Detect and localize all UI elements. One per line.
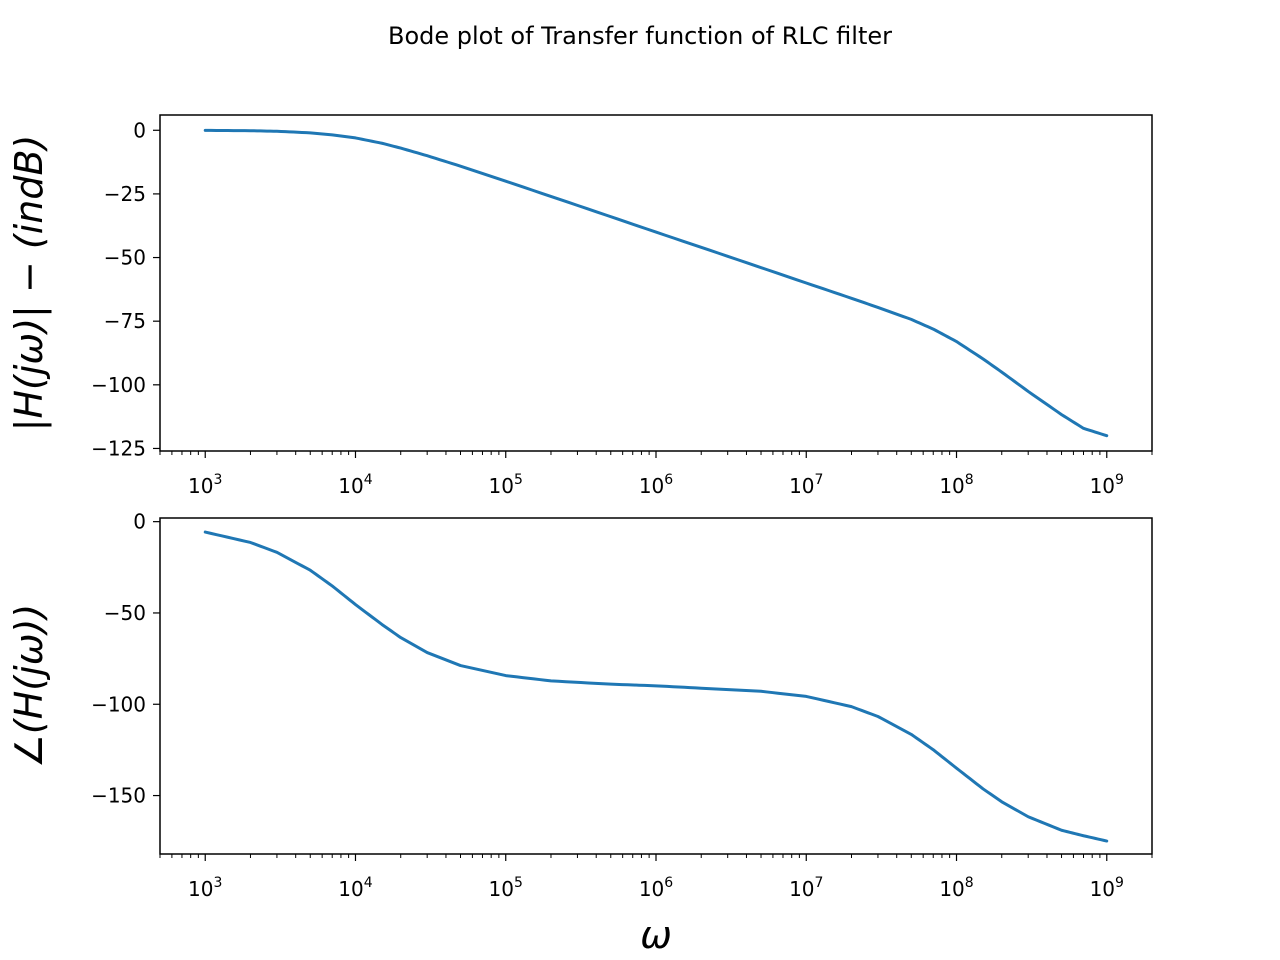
- phase-x-tick-label: 109: [1090, 875, 1124, 901]
- magnitude-y-tick-label: −100: [91, 373, 146, 397]
- magnitude-y-tick-label: −50: [104, 246, 146, 270]
- magnitude-x-tick-label: 104: [338, 472, 372, 498]
- magnitude-x-tick-label: 107: [789, 472, 823, 498]
- magnitude-x-tick-label: 106: [639, 472, 673, 498]
- figure-title: Bode plot of Transfer function of RLC fi…: [388, 22, 892, 50]
- magnitude-x-tick-label: 105: [489, 472, 523, 498]
- phase-x-tick-label: 108: [939, 875, 973, 901]
- x-axis-label: ω: [640, 913, 672, 957]
- phase-series-line: [203, 530, 1109, 843]
- phase-y-tick-label: 0: [133, 510, 146, 534]
- magnitude-series-line: [203, 128, 1109, 438]
- phase-x-tick-label: 103: [188, 875, 222, 901]
- phase-panel: 103 104 105 106 107 108 109 0 −50 −100 −150: [91, 510, 1153, 901]
- phase-y-axis-label: ∠(H(jω)): [7, 604, 51, 768]
- phase-y-tick-label: −50: [104, 601, 146, 625]
- magnitude-y-axis-label: |H(jω)| − (indB): [7, 135, 52, 432]
- phase-x-tick-label: 106: [639, 875, 673, 901]
- magnitude-plot-frame: [159, 114, 1153, 452]
- phase-x-tick-label: 105: [489, 875, 523, 901]
- magnitude-y-tick-label: −75: [104, 309, 146, 333]
- magnitude-panel: 103 104 105 106 107 108 109 0 −25 −50 −75 −100 −125: [91, 114, 1153, 498]
- phase-x-tick-label: 107: [789, 875, 823, 901]
- magnitude-x-tick-label: 108: [939, 472, 973, 498]
- magnitude-y-tick-label: −25: [104, 182, 146, 206]
- phase-x-tick-label: 104: [338, 875, 372, 901]
- magnitude-x-tick-label: 103: [188, 472, 222, 498]
- magnitude-y-tick-label: −125: [91, 436, 146, 460]
- magnitude-y-tick-label: 0: [133, 118, 146, 142]
- phase-plot-frame: [159, 517, 1153, 855]
- magnitude-x-tick-label: 109: [1090, 472, 1124, 498]
- phase-y-tick-label: −150: [91, 784, 146, 808]
- phase-y-tick-label: −100: [91, 692, 146, 716]
